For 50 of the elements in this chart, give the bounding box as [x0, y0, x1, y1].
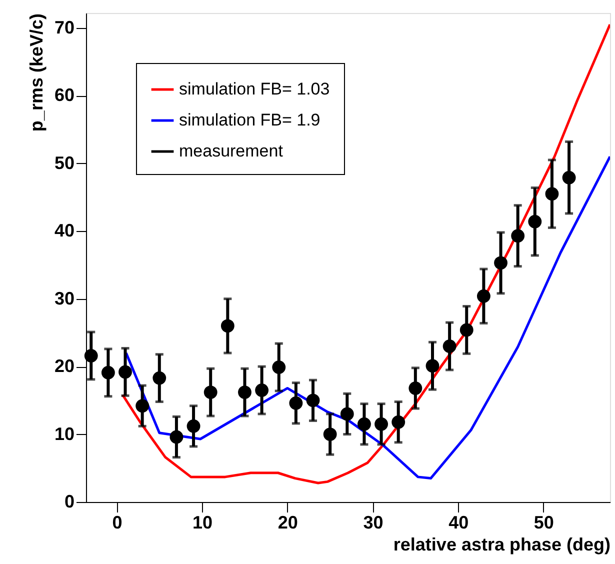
- legend-label: simulation FB= 1.9: [179, 110, 320, 130]
- point: [511, 229, 525, 243]
- y-tick-label: 50: [54, 152, 74, 173]
- point: [408, 382, 422, 395]
- point: [289, 396, 303, 410]
- x-tick-label: 30: [363, 512, 384, 532]
- point: [340, 407, 354, 421]
- point: [204, 386, 218, 399]
- y-tick-label: 20: [54, 356, 74, 376]
- point: [306, 394, 320, 408]
- y-tick-label: 0: [64, 492, 74, 512]
- line-series: [121, 23, 610, 484]
- x-tick-label: 10: [192, 512, 213, 532]
- point: [323, 428, 337, 441]
- point: [118, 365, 132, 379]
- x-tick-label: 20: [278, 512, 298, 532]
- point: [426, 359, 440, 373]
- line-series: [124, 155, 610, 480]
- y-tick-label: 60: [54, 85, 74, 106]
- point: [272, 360, 286, 374]
- point: [374, 417, 388, 431]
- legend-label: measurement: [179, 142, 284, 160]
- point: [170, 430, 184, 444]
- point: [358, 417, 371, 431]
- point: [442, 340, 456, 353]
- x-tick-label: 40: [448, 512, 469, 532]
- point: [238, 386, 252, 399]
- point: [528, 214, 542, 228]
- point: [392, 415, 406, 429]
- point: [101, 366, 115, 380]
- point: [255, 384, 269, 397]
- point: [476, 289, 490, 303]
- y-axis-title: p_rms (keV/c): [26, 14, 46, 132]
- x-tick-label: 0: [112, 512, 122, 532]
- legend-label: simulation FB= 1.03: [179, 80, 330, 98]
- point: [494, 256, 508, 270]
- point: [220, 319, 234, 333]
- point: [186, 419, 200, 433]
- point: [460, 323, 474, 337]
- point: [136, 399, 150, 413]
- point: [84, 349, 98, 362]
- x-tick-label: 50: [534, 512, 554, 532]
- x-axis-title: relative astra phase (deg): [393, 534, 610, 554]
- y-tick-label: 30: [54, 288, 74, 308]
- y-tick-label: 70: [54, 17, 74, 38]
- point: [152, 371, 166, 385]
- y-tick-label: 10: [54, 424, 74, 444]
- y-tick-label: 40: [54, 220, 74, 241]
- point: [545, 187, 559, 201]
- point: [562, 170, 576, 184]
